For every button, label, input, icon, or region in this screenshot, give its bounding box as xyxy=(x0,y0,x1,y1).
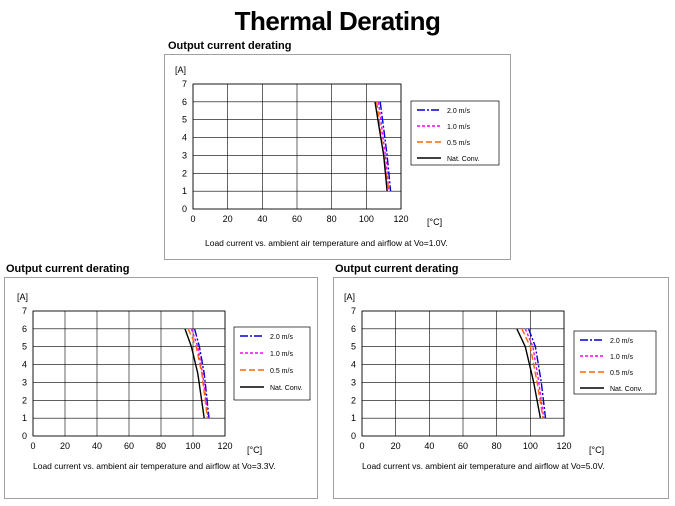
chart-caption: Load current vs. ambient air temperature… xyxy=(33,461,276,471)
x-tick-label: 120 xyxy=(393,214,408,224)
series-line xyxy=(374,101,388,192)
x-tick-label: 0 xyxy=(359,441,364,451)
chart-panel-vo-3-3v: 0 20 40 60 80 100 120 0 1 2 3 4 5 6 7 [A] [°C] Load curre… xyxy=(4,277,318,499)
legend-box xyxy=(573,330,657,395)
y-tick-label: 6 xyxy=(22,324,27,334)
x-tick-label: 0 xyxy=(190,214,195,224)
x-tick-label: 60 xyxy=(124,441,134,451)
x-axis-label: [°C] xyxy=(247,445,262,455)
legend-entry: Nat. Conv. xyxy=(270,385,303,392)
y-axis-label: [A] xyxy=(175,65,186,75)
y-tick-label: 1 xyxy=(22,413,27,423)
x-tick-label: 100 xyxy=(185,441,200,451)
legend-entry: Nat. Conv. xyxy=(447,156,480,163)
series-line xyxy=(524,328,545,419)
x-tick-label: 120 xyxy=(556,441,571,451)
y-tick-label: 2 xyxy=(182,168,187,178)
legend-entry: 1.0 m/s xyxy=(447,124,470,131)
y-tick-label: 5 xyxy=(182,115,187,125)
x-tick-label: 100 xyxy=(523,441,538,451)
legend-entry: 2.0 m/s xyxy=(270,334,293,341)
x-tick-label: 40 xyxy=(257,214,267,224)
x-tick-label: 120 xyxy=(217,441,232,451)
chart-panel-vo-1v: 0 20 40 60 80 100 120 0 1 2 3 4 5 6 7 [A] [°C] Load curre… xyxy=(164,54,511,260)
y-tick-label: 6 xyxy=(182,97,187,107)
y-axis-label: [A] xyxy=(344,292,355,302)
y-tick-label: 1 xyxy=(182,186,187,196)
legend-entry: 2.0 m/s xyxy=(447,108,470,115)
y-tick-label: 0 xyxy=(351,431,356,441)
plot-area xyxy=(192,83,402,210)
plot-area xyxy=(32,310,226,437)
y-tick-label: 4 xyxy=(182,133,187,143)
y-tick-label: 2 xyxy=(351,395,356,405)
x-tick-label: 40 xyxy=(424,441,434,451)
series-line xyxy=(521,328,544,419)
series-line xyxy=(187,328,209,419)
chart-vo-3-3v: 0 20 40 60 80 100 120 0 1 2 3 4 5 6 7 [A] [°C] Load curre… xyxy=(17,292,311,471)
page-title: Thermal Derating xyxy=(234,6,441,36)
y-tick-label: 7 xyxy=(22,306,27,316)
x-axis-label: [°C] xyxy=(427,217,442,227)
y-tick-label: 2 xyxy=(22,395,27,405)
x-tick-label: 40 xyxy=(92,441,102,451)
x-tick-label: 20 xyxy=(60,441,70,451)
x-tick-label: 100 xyxy=(359,214,374,224)
legend-entry: 0.5 m/s xyxy=(270,368,293,375)
y-tick-label: 4 xyxy=(22,360,27,370)
legend-entry: 1.0 m/s xyxy=(270,351,293,358)
chart-vo-1v: 0 20 40 60 80 100 120 0 1 2 3 4 5 6 7 [A] [°C] Load curre… xyxy=(175,65,500,248)
series-line xyxy=(379,101,392,192)
legend-entry: 0.5 m/s xyxy=(610,370,633,377)
chart-caption: Load current vs. ambient air temperature… xyxy=(205,238,448,248)
y-tick-label: 4 xyxy=(351,360,356,370)
x-tick-label: 60 xyxy=(458,441,468,451)
y-tick-label: 1 xyxy=(351,413,356,423)
y-tick-label: 3 xyxy=(351,377,356,387)
legend-entry: Nat. Conv. xyxy=(610,386,643,393)
x-tick-label: 80 xyxy=(492,441,502,451)
x-tick-label: 0 xyxy=(30,441,35,451)
legend-box xyxy=(233,326,311,401)
legend-entry: 1.0 m/s xyxy=(610,354,633,361)
series-line xyxy=(193,328,210,419)
x-tick-label: 20 xyxy=(391,441,401,451)
y-tick-label: 7 xyxy=(182,79,187,89)
legend-entry: 0.5 m/s xyxy=(447,140,470,147)
y-tick-label: 6 xyxy=(351,324,356,334)
chart-vo-5v: 0 20 40 60 80 100 120 0 1 2 3 4 5 6 7 [A] [°C] Load curre… xyxy=(344,292,657,471)
y-tick-label: 3 xyxy=(182,150,187,160)
x-axis-label: [°C] xyxy=(589,445,604,455)
chart-heading-vo-3-3v: Output current derating xyxy=(6,263,130,275)
chart-heading-vo-1v: Output current derating xyxy=(168,40,292,52)
chart-caption: Load current vs. ambient air temperature… xyxy=(362,461,605,471)
x-tick-label: 60 xyxy=(292,214,302,224)
y-tick-label: 5 xyxy=(351,342,356,352)
y-tick-label: 0 xyxy=(22,431,27,441)
y-tick-label: 5 xyxy=(22,342,27,352)
legend-entry: 2.0 m/s xyxy=(610,338,633,345)
x-tick-label: 80 xyxy=(156,441,166,451)
y-tick-label: 3 xyxy=(22,377,27,387)
series-line xyxy=(190,328,209,419)
chart-heading-vo-5v: Output current derating xyxy=(335,263,459,275)
series-line xyxy=(377,101,390,192)
legend-box xyxy=(410,100,500,166)
series-line xyxy=(516,328,542,419)
x-tick-label: 20 xyxy=(223,214,233,224)
y-axis-label: [A] xyxy=(17,292,28,302)
y-tick-label: 7 xyxy=(351,306,356,316)
series-line xyxy=(527,328,547,419)
x-tick-label: 80 xyxy=(327,214,337,224)
chart-panel-vo-5v: 0 20 40 60 80 100 120 0 1 2 3 4 5 6 7 [A] [°C] Load curre… xyxy=(333,277,669,499)
plot-area xyxy=(361,310,565,437)
y-tick-label: 0 xyxy=(182,204,187,214)
series-line xyxy=(184,328,205,419)
